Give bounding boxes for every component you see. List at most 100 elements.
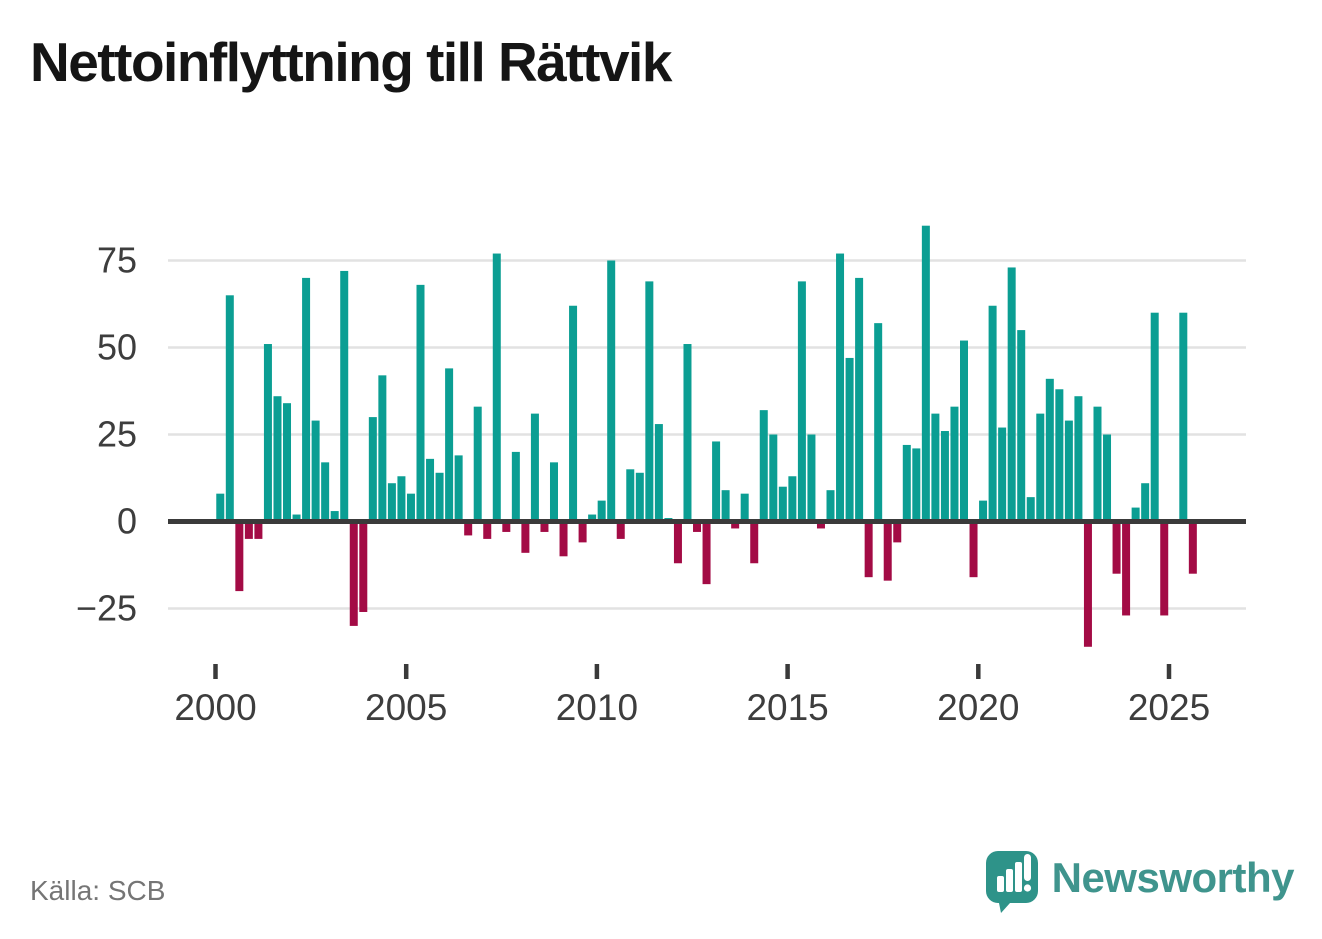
bar	[1093, 406, 1102, 522]
x-tick-label: 2005	[365, 687, 447, 728]
bar	[1055, 389, 1064, 522]
bar	[1141, 483, 1150, 522]
bar	[864, 521, 873, 578]
bar	[588, 514, 597, 522]
logo-bar-2	[1005, 869, 1013, 892]
bar	[874, 323, 883, 522]
y-tick-label: −25	[76, 588, 137, 629]
x-tick-label: 2000	[174, 687, 256, 728]
bar	[797, 281, 806, 522]
bar	[273, 396, 282, 522]
bar	[607, 260, 616, 522]
bar	[1188, 521, 1197, 574]
bar	[349, 521, 358, 626]
bar	[483, 521, 492, 539]
bar	[1112, 521, 1121, 574]
y-tick-label: 0	[117, 501, 137, 542]
bar	[340, 270, 349, 522]
y-tick-label: 50	[97, 327, 137, 368]
bar	[969, 521, 978, 578]
bar	[1083, 521, 1092, 647]
bar	[855, 277, 864, 522]
bar	[521, 521, 530, 553]
bar	[445, 368, 454, 522]
bar	[569, 305, 578, 522]
bar	[426, 458, 435, 522]
bar	[378, 375, 387, 522]
bar	[359, 521, 368, 612]
bar	[1103, 434, 1112, 522]
bar	[816, 521, 825, 529]
bar	[263, 344, 272, 522]
bar	[740, 493, 749, 522]
bar	[368, 417, 377, 522]
bar	[759, 410, 768, 522]
bar	[673, 521, 682, 564]
logo-bar-1	[996, 876, 1004, 892]
bar	[283, 403, 292, 522]
bar	[645, 281, 654, 522]
bar	[721, 490, 730, 522]
bar	[845, 357, 854, 522]
bar	[807, 434, 816, 522]
bar	[302, 277, 311, 522]
bar	[330, 511, 339, 522]
bar	[1045, 378, 1054, 522]
newsworthy-brand: Newsworthy	[984, 843, 1295, 913]
bar	[769, 434, 778, 522]
bar	[654, 424, 663, 522]
bar	[1150, 312, 1159, 522]
bar	[635, 472, 644, 522]
bar	[435, 472, 444, 522]
bar	[397, 476, 406, 522]
bar	[473, 406, 482, 522]
bar	[988, 305, 997, 522]
y-tick-label: 75	[97, 240, 137, 281]
bar	[530, 413, 539, 522]
bar	[883, 521, 892, 581]
bar	[683, 344, 692, 522]
x-tick-label: 2025	[1128, 687, 1210, 728]
bar	[1007, 267, 1016, 522]
bar	[712, 441, 721, 522]
bar	[502, 521, 511, 532]
bar	[311, 420, 320, 522]
bar	[750, 521, 759, 564]
bar	[1036, 413, 1045, 522]
logo-exclamation-bar	[1023, 854, 1031, 881]
logo-exclamation-dot	[1023, 884, 1031, 892]
bar	[416, 284, 425, 522]
bar	[464, 521, 473, 536]
bar	[893, 521, 902, 543]
bar	[778, 486, 787, 522]
bar	[626, 469, 635, 522]
bar	[702, 521, 711, 585]
bar	[492, 253, 501, 522]
bar	[1074, 396, 1083, 522]
bar	[931, 413, 940, 522]
bar	[454, 455, 463, 522]
bar	[788, 476, 797, 522]
bar	[998, 427, 1007, 522]
bar	[1026, 497, 1035, 522]
y-tick-label: 25	[97, 414, 137, 455]
bar	[902, 444, 911, 522]
bar	[254, 521, 263, 539]
bar	[1179, 312, 1188, 522]
bar	[244, 521, 253, 539]
bar	[960, 340, 968, 522]
bar	[1131, 507, 1140, 522]
bar	[1064, 420, 1073, 522]
bar	[387, 483, 396, 522]
bar	[731, 521, 740, 529]
bar	[511, 451, 520, 522]
bar	[549, 462, 558, 522]
bar	[616, 521, 625, 539]
newsworthy-logo-icon	[985, 851, 1038, 913]
bar	[292, 514, 301, 522]
bar	[1122, 521, 1131, 616]
logo-bar-3	[1014, 862, 1022, 892]
page-title: Nettoinflyttning till Rättvik	[30, 31, 672, 93]
bar	[940, 431, 949, 522]
